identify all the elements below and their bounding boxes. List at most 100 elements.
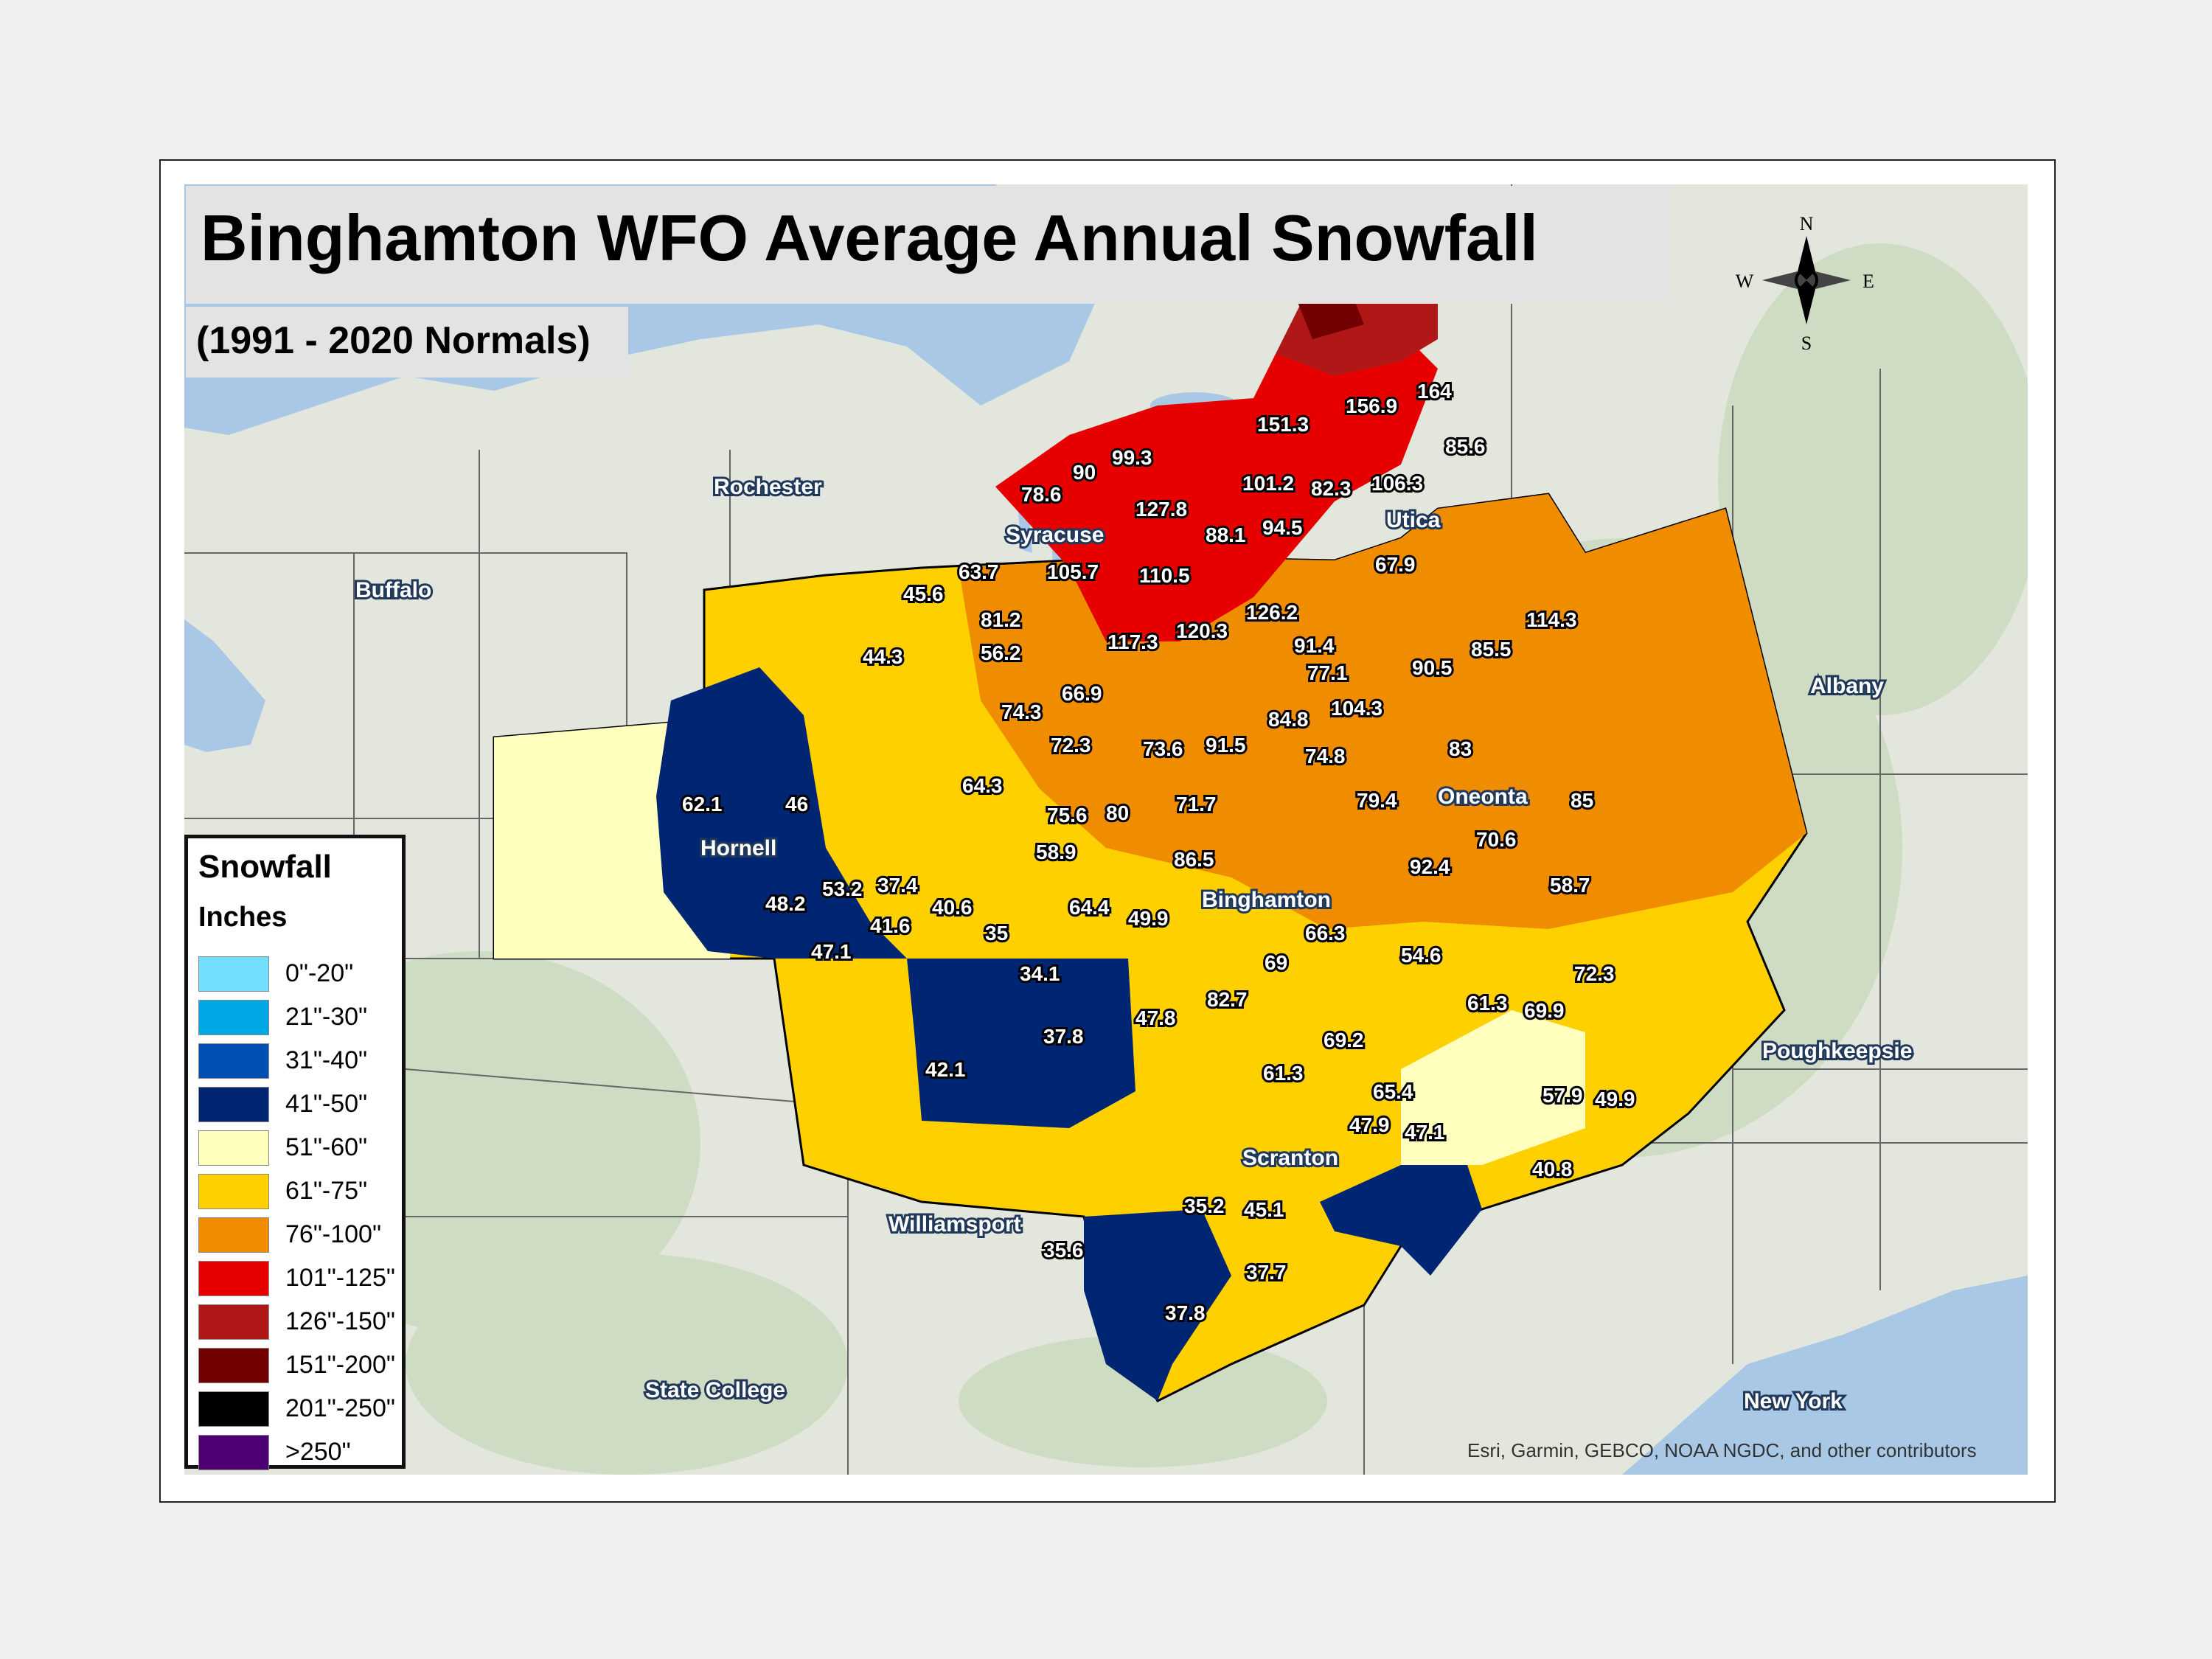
legend-swatch [198, 1087, 269, 1122]
value-label: 91.5 [1206, 734, 1246, 757]
value-label: 58.9 [1036, 841, 1077, 863]
legend-item: 126"-150" [198, 1304, 405, 1341]
value-label: 84.8 [1268, 708, 1309, 731]
legend-units: Inches [198, 902, 288, 933]
value-label: 58.7 [1550, 874, 1590, 897]
legend-item: >250" [198, 1435, 405, 1472]
value-label: 77.1 [1307, 661, 1348, 684]
legend-swatch [198, 1435, 269, 1470]
legend-swatch [198, 1261, 269, 1296]
value-label: 73.6 [1143, 737, 1183, 760]
legend-swatch [198, 1217, 269, 1253]
value-label: 35.6 [1043, 1239, 1084, 1262]
region-41-50-east [1320, 1165, 1482, 1276]
city-binghamton: Binghamton [1202, 888, 1331, 912]
value-label: 164 [1417, 380, 1452, 403]
city-williamsport: Williamsport [888, 1212, 1021, 1237]
value-label: 110.5 [1139, 564, 1190, 587]
value-label: 86.5 [1174, 848, 1214, 871]
legend-swatch [198, 1043, 269, 1079]
legend-item: 31"-40" [198, 1043, 405, 1080]
value-label: 72.3 [1574, 962, 1615, 985]
value-label: 72.3 [1051, 734, 1091, 757]
value-label: 70.6 [1476, 828, 1517, 851]
legend-item: 0"-20" [198, 956, 405, 993]
compass-rose: N S W E [1736, 213, 1874, 354]
legend-item: 61"-75" [198, 1174, 405, 1211]
title-background [186, 186, 1672, 304]
value-label: 127.8 [1135, 498, 1187, 521]
legend-swatch [198, 1174, 269, 1209]
value-label: 75.6 [1047, 804, 1088, 827]
legend-item: 201"-250" [198, 1391, 405, 1428]
legend-label: 151"-200" [285, 1351, 395, 1379]
legend-swatch [198, 1304, 269, 1340]
city-poughkeepsie: Poughkeepsie [1762, 1039, 1912, 1063]
value-label: 82.7 [1207, 988, 1248, 1011]
value-label: 79.4 [1357, 789, 1397, 812]
legend-label: 41"-50" [285, 1090, 368, 1118]
value-label: 48.2 [765, 892, 806, 915]
legend-title: Snowfall [198, 849, 332, 885]
compass-e: E [1863, 271, 1874, 292]
city-syracuse: Syracuse [1006, 523, 1104, 547]
value-label: 151.3 [1257, 413, 1309, 436]
value-label: 94.5 [1262, 516, 1303, 539]
legend-label: 201"-250" [285, 1394, 395, 1422]
map-attribution: Esri, Garmin, GEBCO, NOAA NGDC, and othe… [1467, 1439, 1977, 1461]
value-label: 64.3 [962, 774, 1003, 797]
compass-n: N [1800, 213, 1814, 234]
value-label: 90.5 [1412, 656, 1453, 679]
value-label: 105.7 [1047, 560, 1099, 583]
value-label: 34.1 [1020, 962, 1060, 985]
value-label: 47.1 [811, 940, 852, 963]
page-subtitle: (1991 - 2020 Normals) [196, 319, 591, 362]
value-label: 69 [1265, 951, 1287, 974]
value-label: 63.7 [959, 560, 999, 583]
value-label: 78.6 [1021, 483, 1062, 506]
snowfall-labels: 151.3 156.9 164 85.6 99.3 90 78.6 101.2 … [680, 378, 1638, 1326]
legend-label: 61"-75" [285, 1177, 368, 1205]
region-41-50-south [907, 959, 1135, 1128]
region-51-60-southeast [1401, 1010, 1585, 1165]
value-label: 47.9 [1349, 1113, 1390, 1136]
value-label: 85 [1571, 789, 1593, 812]
legend-swatch [198, 1130, 269, 1166]
value-label: 74.8 [1305, 745, 1346, 768]
legend-label: 76"-100" [285, 1220, 382, 1248]
value-label: 37.7 [1246, 1261, 1287, 1284]
legend-label: 101"-125" [285, 1264, 395, 1292]
value-label: 37.8 [1165, 1301, 1206, 1324]
value-label: 62.1 [682, 793, 723, 815]
legend-label: 51"-60" [285, 1133, 368, 1161]
legend-item: 151"-200" [198, 1348, 405, 1385]
legend-label: >250" [285, 1438, 351, 1466]
value-label: 37.4 [877, 874, 918, 897]
value-label: 61.3 [1263, 1062, 1304, 1085]
city-oneonta: Oneonta [1438, 785, 1528, 809]
legend-label: 21"-30" [285, 1003, 368, 1031]
value-label: 80 [1106, 801, 1129, 824]
value-label: 104.3 [1331, 697, 1382, 720]
city-scranton: Scranton [1242, 1146, 1338, 1170]
value-label: 61.3 [1467, 992, 1508, 1015]
value-label: 156.9 [1346, 394, 1397, 417]
value-label: 69.2 [1324, 1029, 1364, 1051]
value-label: 64.4 [1069, 896, 1110, 919]
city-albany: Albany [1810, 674, 1884, 698]
value-label: 46 [785, 793, 808, 815]
legend-swatch [198, 956, 269, 992]
value-label: 45.6 [903, 582, 944, 605]
value-label: 82.3 [1311, 477, 1352, 500]
compass-w: W [1736, 271, 1754, 292]
city-state-college: State College [645, 1378, 785, 1402]
value-label: 106.3 [1371, 472, 1423, 495]
region-41-50-scranton [1084, 1209, 1231, 1401]
value-label: 37.8 [1043, 1025, 1084, 1048]
value-label: 101.2 [1242, 472, 1294, 495]
value-label: 56.2 [981, 641, 1021, 664]
value-label: 74.3 [1001, 700, 1042, 723]
snowfall-map[interactable]: N S W E Rochester Buffalo Syracuse Utica… [184, 184, 2028, 1475]
value-label: 117.3 [1107, 630, 1158, 653]
value-label: 120.3 [1176, 619, 1228, 642]
